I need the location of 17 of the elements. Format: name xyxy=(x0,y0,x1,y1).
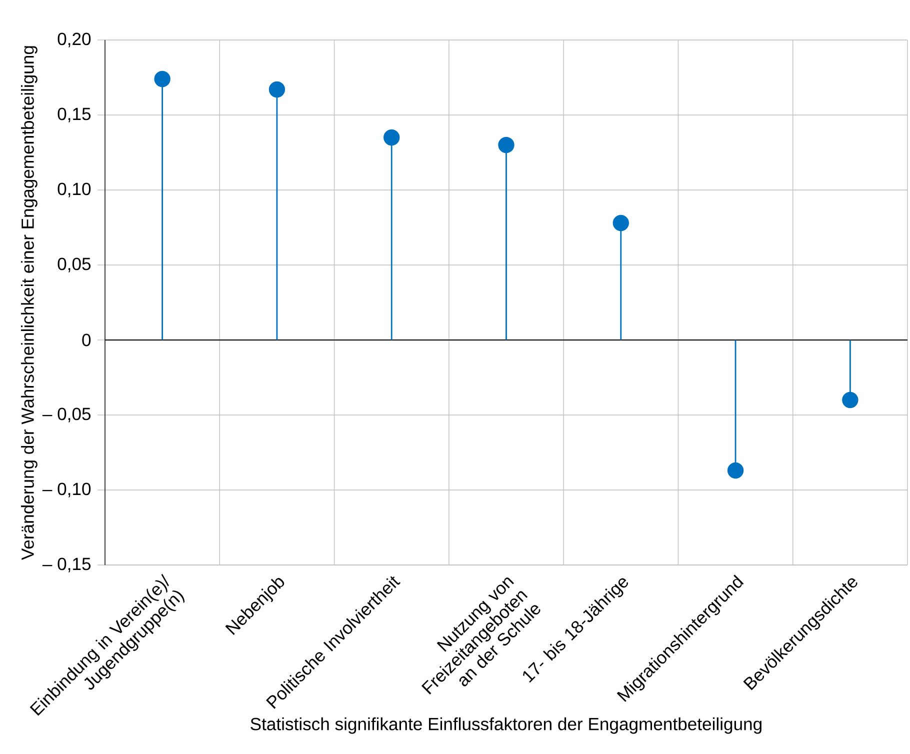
y-axis-title: Veränderung der Wahrscheinlichkeit einer Engagementbeteiligung xyxy=(21,46,38,560)
y-tick-label: – 0,05 xyxy=(42,408,91,422)
y-tick-label: 0,20 xyxy=(58,32,91,48)
point xyxy=(612,214,629,232)
point xyxy=(384,129,400,146)
y-tick-label: – 0,15 xyxy=(42,558,91,572)
point xyxy=(727,462,744,479)
point xyxy=(154,70,170,88)
point xyxy=(842,392,858,408)
y-tick-label: 0,10 xyxy=(58,182,91,198)
y-tick-label: 0,05 xyxy=(58,258,91,272)
point xyxy=(498,136,514,154)
y-tick-label: 0 xyxy=(82,334,91,346)
y-tick-label: – 0,10 xyxy=(42,482,91,498)
x-axis-title: Statistisch signifikante Einflussfaktoren der Engagmentbeteiligung xyxy=(250,717,762,734)
point xyxy=(268,81,286,98)
y-tick-label: 0,15 xyxy=(58,108,91,122)
